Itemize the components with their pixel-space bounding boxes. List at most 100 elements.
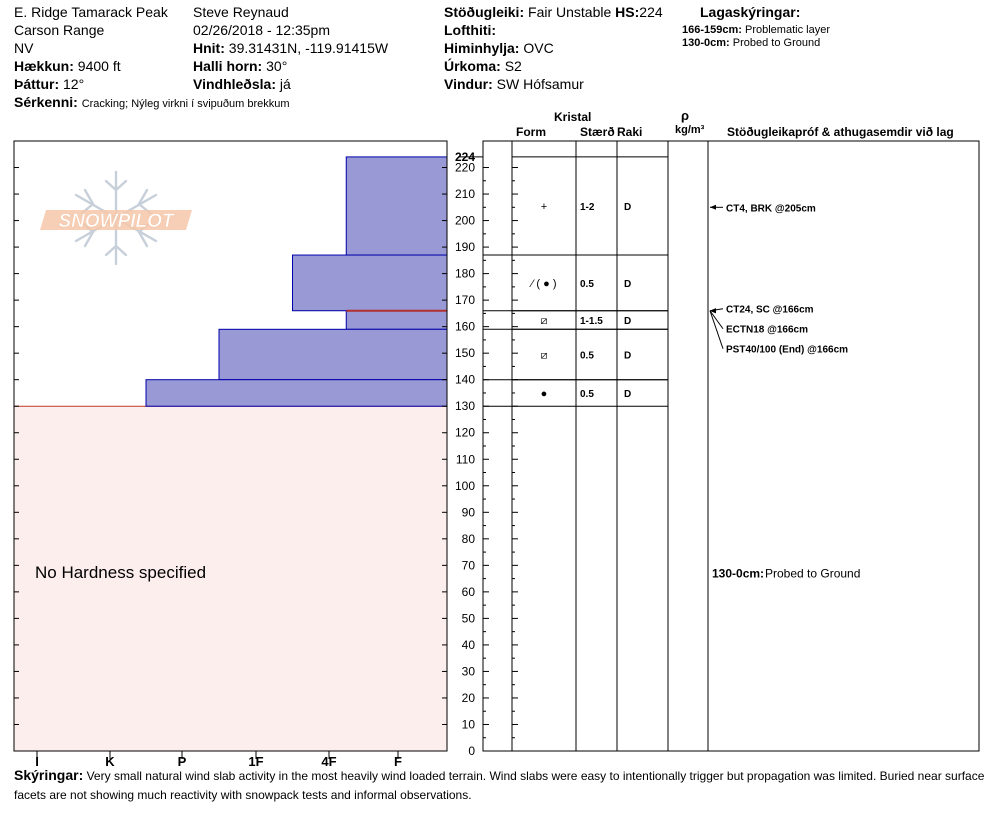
features: Sérkenni: Cracking; Nýleg virkni í svipu… (14, 93, 290, 113)
aspect-label: Þáttur: (14, 76, 60, 92)
stability-label: Stöðugleiki: (444, 4, 525, 20)
depth-tick-label: 210 (455, 187, 475, 201)
wind-loading-value: já (279, 76, 291, 92)
hardness-plot-border (13, 140, 448, 752)
crystal-size: 0.5 (580, 351, 594, 362)
crystal-moisture: D (624, 351, 631, 362)
hs-label: HS: (615, 4, 640, 20)
wind-loading-label: Vindhleðsla: (193, 76, 276, 92)
crystal-size: 1-1.5 (580, 316, 603, 327)
size-heading: Stærð (580, 125, 615, 139)
crystal-size: 0.5 (580, 279, 594, 290)
hardness-bar (292, 254, 448, 312)
air-temp-label: Lofthiti: (444, 22, 497, 38)
precip-label: Úrkoma: (444, 58, 501, 74)
slope: Halli horn: 30° (193, 57, 287, 75)
aspect: Þáttur: 12° (14, 75, 84, 93)
density-symbol: ρ (681, 108, 690, 123)
layer-comment: 130-0cm: Probed to Ground (712, 567, 860, 581)
features-label: Sérkenni: (14, 94, 78, 110)
depth-tick-label: 0 (468, 744, 475, 758)
depth-tick-label: 130 (455, 399, 475, 413)
hardness-bar (145, 379, 448, 407)
hardness-tick-label: K (105, 754, 115, 769)
tests-layer: CT4, BRK @205cm CT24, SC @166cm ECTN18 @16… (709, 203, 860, 581)
crystal-moisture: D (624, 202, 631, 213)
depth-tick-label: 150 (455, 346, 475, 360)
range: Carson Range (14, 22, 105, 38)
test-arrowhead (710, 308, 716, 314)
crystal-heading: Kristal (554, 110, 592, 124)
depth-tick-label: 120 (455, 426, 475, 440)
crystal-form-symbol: ⧄ (541, 315, 548, 327)
hardness-tick-label: 4F (321, 754, 336, 769)
crystal-form-symbol: ⁄ ( ● ) (529, 278, 557, 290)
layer-legend-item: 166-159cm: Problematic layer (682, 24, 830, 36)
layer-legend-text: Problematic layer (745, 24, 830, 36)
depth-tick-label: 60 (462, 585, 476, 599)
precip: Úrkoma: S2 (444, 57, 522, 75)
test-arrowhead (710, 204, 716, 210)
hardness-tick-label: F (394, 754, 402, 769)
hs-value: 224 (639, 4, 663, 20)
depth-axis: 0 10 20 30 40 50 60 70 80 90 100 110 120 130 140 150 160… (455, 150, 483, 758)
test-leader-line (709, 310, 724, 349)
hardness-bar (345, 310, 448, 330)
crystal-form-symbol: + (541, 201, 547, 213)
plot-frame (13, 140, 448, 752)
hardness-ticks: I K P 1F 4F F (14, 167, 447, 769)
slope-label: Halli horn: (193, 58, 263, 74)
crystal-table-border (482, 140, 980, 752)
depth-tick-label: 140 (455, 373, 475, 387)
coords-value: 39.31431N, -119.91415W (228, 40, 389, 56)
location: E. Ridge Tamarack Peak (14, 4, 168, 20)
sky-value: OVC (523, 40, 554, 56)
slope-value: 30° (266, 58, 288, 74)
no-hardness-label: No Hardness specified (35, 563, 206, 582)
snow-profile-chart: SNOWPILOT I K P 1F 4F F 0 10 20 30 40 50 60 70 80 90 10… (13, 140, 980, 769)
stability-test-label: PST40/100 (End) @166cm (726, 345, 848, 356)
hardness-bar (218, 328, 448, 381)
depth-tick-label: 160 (455, 320, 475, 334)
crystal-moisture: D (624, 316, 631, 327)
crystal-size: 0.5 (580, 389, 594, 400)
stability-value: Fair Unstable (528, 4, 612, 20)
layer-legend-text: Probed to Ground (732, 37, 821, 49)
hardness-tick-label: P (178, 754, 187, 769)
depth-tick-label: 180 (455, 267, 475, 281)
wind-label: Vindur: (444, 76, 493, 92)
layer-legend-range: 166-159cm: (682, 24, 742, 36)
precip-value: S2 (504, 58, 522, 74)
stability-test-label: ECTN18 @166cm (726, 325, 808, 336)
hardness-background (14, 405, 447, 751)
density-unit: kg/m³ (675, 124, 705, 136)
depth-tick-label: 40 (462, 638, 476, 652)
snowpilot-watermark: SNOWPILOT (40, 170, 192, 266)
elevation-value: 9400 ft (77, 58, 121, 74)
layer-comment-text: Probed to Ground (765, 567, 860, 581)
hardness-bar (345, 156, 448, 256)
stability-test-label: CT24, SC @166cm (726, 305, 814, 316)
layer-legend-title: Lagaskýringar: (700, 4, 801, 20)
tests-heading: Stöðugleikapróf & athugasemdir við lag (727, 125, 954, 139)
air-temp: Lofthiti: (444, 21, 496, 39)
crystal-form-symbol: ⧄ (541, 350, 548, 362)
depth-tick-label: 200 (455, 214, 475, 228)
stability: Stöðugleiki: Fair Unstable HS:224 (444, 3, 663, 21)
depth-tick-label: 220 (455, 161, 475, 175)
depth-tick-label: 110 (456, 452, 475, 466)
form-heading: Form (516, 125, 546, 139)
no-hardness-region (14, 406, 447, 751)
depth-tick-label: 100 (455, 479, 475, 493)
wind-loading: Vindhleðsla: já (193, 75, 291, 93)
notes-text: Very small natural wind slab activity in… (14, 769, 985, 802)
crystal-table: +1-2 D ⁄ ( ● ) 0.5 D ⧄ 1-1.5 D ⧄ 0.5 D ● 0.5 D (482, 140, 980, 752)
depth-tick-label: 10 (462, 717, 476, 731)
coords: Hnit: 39.31431N, -119.91415W (193, 39, 388, 57)
state: NV (14, 40, 34, 56)
layer-legend-item: 130-0cm: Probed to Ground (682, 37, 820, 49)
stability-test-label: CT4, BRK @205cm (726, 203, 816, 214)
depth-tick-label: 190 (455, 240, 475, 254)
notes: Skýringar: Very small natural wind slab … (14, 766, 989, 805)
wind-value: SW Hófsamur (496, 76, 584, 92)
